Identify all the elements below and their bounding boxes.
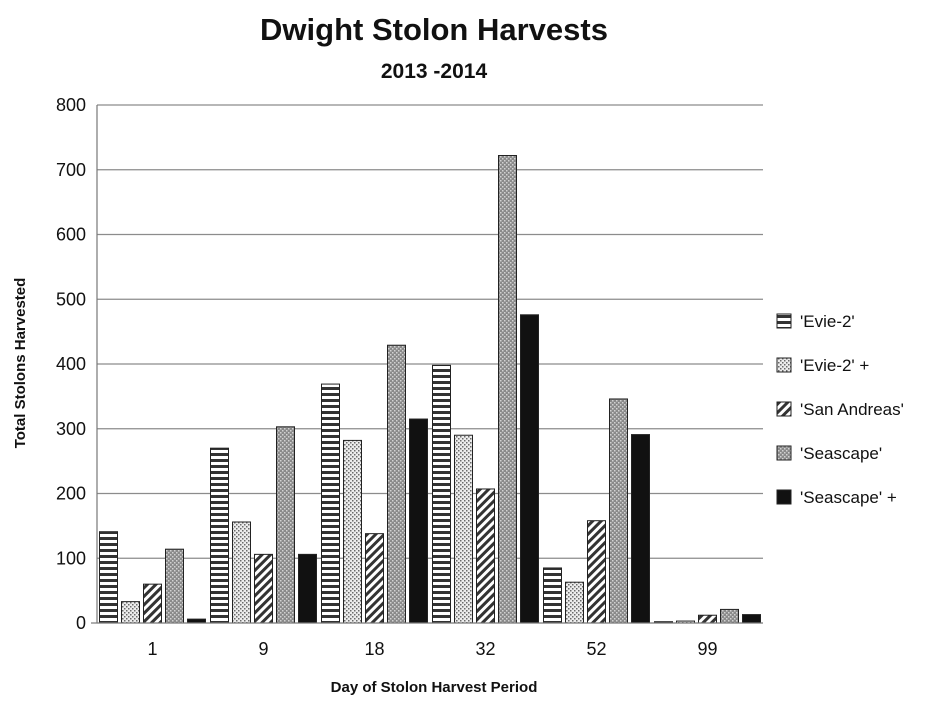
x-tick-label: 32 bbox=[475, 639, 495, 659]
bar bbox=[232, 521, 251, 624]
y-tick-label: 800 bbox=[56, 95, 86, 115]
bar bbox=[565, 581, 584, 624]
bar bbox=[99, 531, 118, 624]
bar bbox=[343, 439, 362, 624]
legend: 'Evie-2' 'Evie-2' + 'San Andreas' 'Seascape… bbox=[776, 312, 904, 507]
bar bbox=[387, 344, 406, 624]
bar bbox=[609, 398, 628, 624]
bar bbox=[210, 447, 229, 624]
y-tick-label: 400 bbox=[56, 354, 86, 374]
bar bbox=[498, 155, 517, 624]
bar bbox=[476, 488, 495, 624]
y-tick-label: 700 bbox=[56, 160, 86, 180]
y-tick-label: 100 bbox=[56, 548, 86, 568]
y-tick-label: 0 bbox=[76, 613, 86, 633]
bar bbox=[409, 418, 428, 624]
y-tick-label: 300 bbox=[56, 419, 86, 439]
legend-swatch bbox=[776, 489, 792, 505]
y-tick-labels: 0 100 200 300 400 500 600 700 800 bbox=[56, 95, 86, 633]
bar bbox=[276, 426, 295, 624]
chart-subtitle: 2013 -2014 bbox=[381, 60, 488, 83]
legend-swatch bbox=[776, 445, 792, 461]
legend-label: 'San Andreas' bbox=[800, 400, 904, 419]
bar bbox=[165, 548, 184, 624]
x-axis-title: Day of Stolon Harvest Period bbox=[331, 679, 538, 696]
legend-swatch bbox=[776, 313, 792, 329]
bar bbox=[587, 520, 606, 624]
axes bbox=[91, 105, 763, 624]
bar bbox=[543, 567, 562, 624]
bar bbox=[742, 614, 761, 624]
bar bbox=[520, 314, 539, 624]
bar bbox=[121, 601, 140, 624]
bar bbox=[720, 608, 739, 624]
bar bbox=[432, 364, 451, 624]
y-tick-label: 200 bbox=[56, 484, 86, 504]
legend-swatch bbox=[776, 357, 792, 373]
y-tick-label: 600 bbox=[56, 225, 86, 245]
y-tick-label: 500 bbox=[56, 289, 86, 309]
bar bbox=[143, 583, 162, 624]
legend-label: 'Evie-2' + bbox=[800, 356, 869, 375]
legend-swatch bbox=[776, 401, 792, 417]
bar bbox=[365, 533, 384, 624]
bar bbox=[298, 553, 317, 624]
legend-label: 'Seascape' + bbox=[800, 488, 897, 507]
bar bbox=[321, 383, 340, 624]
bar bbox=[631, 434, 650, 624]
x-tick-label: 18 bbox=[364, 639, 384, 659]
x-tick-label: 1 bbox=[147, 639, 157, 659]
x-tick-label: 99 bbox=[697, 639, 717, 659]
x-tick-label: 52 bbox=[586, 639, 606, 659]
bar bbox=[254, 553, 273, 624]
chart-title: Dwight Stolon Harvests bbox=[260, 12, 608, 47]
bar bbox=[698, 614, 717, 624]
bars-group bbox=[99, 155, 761, 624]
legend-label: 'Seascape' bbox=[800, 444, 882, 463]
legend-label: 'Evie-2' bbox=[800, 312, 855, 331]
bar bbox=[454, 434, 473, 624]
gridlines bbox=[97, 104, 763, 559]
x-tick-labels: 1 9 18 32 52 99 bbox=[147, 639, 717, 659]
y-axis-title: Total Stolons Harvested bbox=[12, 278, 29, 449]
x-tick-label: 9 bbox=[258, 639, 268, 659]
